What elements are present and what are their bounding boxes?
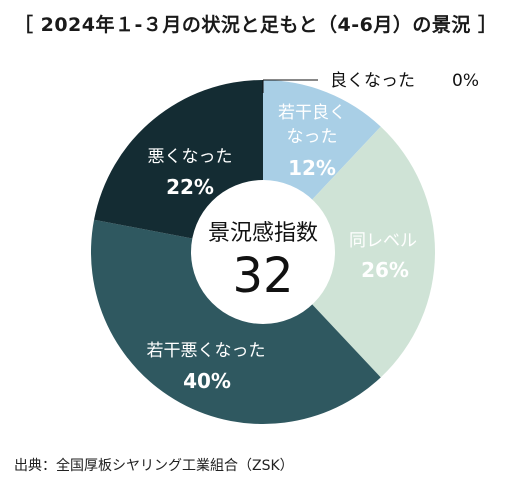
slice-value-same: 26% [361, 258, 409, 282]
slice-label-slightly-better-1: 若干良く [278, 103, 346, 123]
slice-value-better: 0% [452, 71, 479, 91]
slice-value-slightly-worse: 40% [183, 369, 231, 393]
chart-title: ［ 2024年１-３月の状況と足もと（4-6月）の景況 ］ [14, 14, 498, 36]
slice-value-slightly-better: 12% [288, 156, 336, 180]
slice-same [263, 126, 435, 378]
slice-label-worse: 悪くなった [148, 147, 233, 167]
center-hole [191, 180, 335, 324]
donut-chart: 景況感指数 32 良くなった 0% 若干良く なった 12% 同レベル 26% … [91, 71, 479, 424]
slice-slightly-worse [91, 219, 381, 424]
center-label: 景況感指数 [208, 221, 318, 246]
source-note: 出典：全国厚板シヤリング工業組合（ZSK） [14, 458, 294, 474]
slice-value-worse: 22% [166, 175, 214, 199]
slice-label-better: 良くなった [330, 71, 415, 91]
center-value: 32 [232, 248, 293, 304]
slice-label-same: 同レベル [349, 231, 417, 251]
slice-label-slightly-worse: 若干悪くなった [147, 341, 266, 361]
slice-label-slightly-better-2: なった [287, 127, 338, 147]
